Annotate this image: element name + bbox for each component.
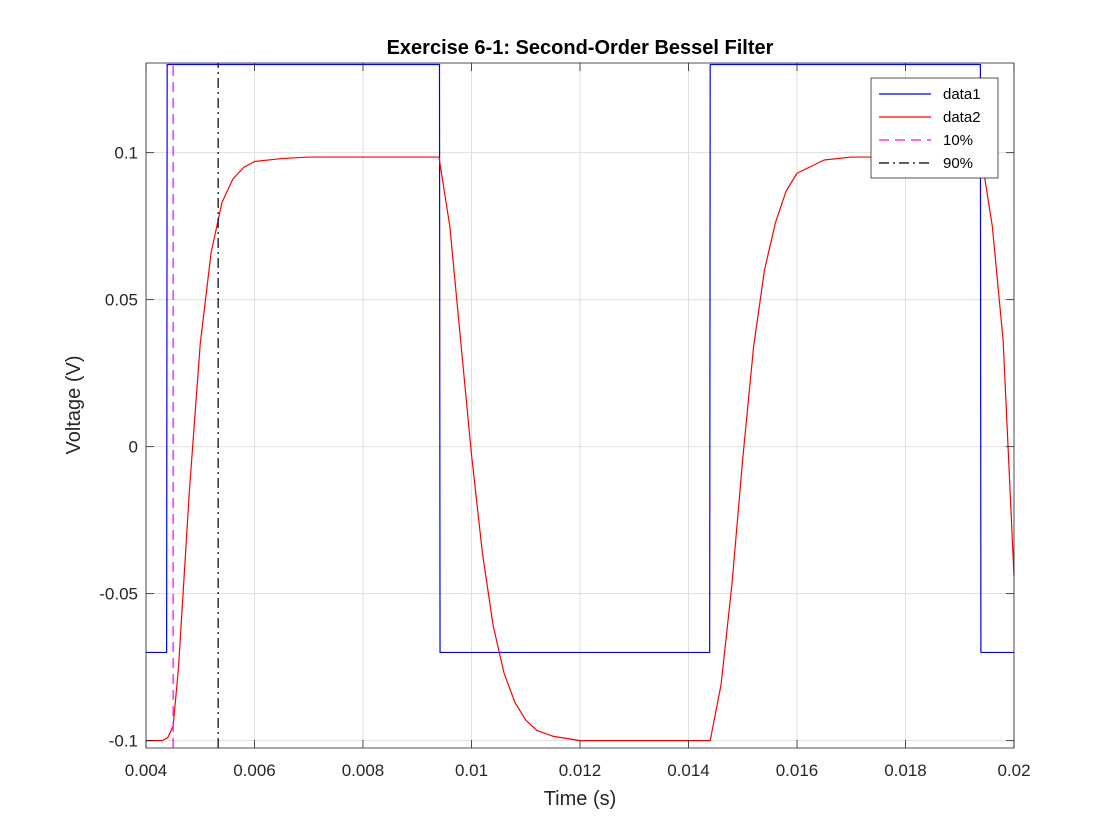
- legend: data1 data2 10% 90%: [870, 77, 999, 179]
- y-tick-label: 0.05: [105, 291, 138, 310]
- x-tick-label: 0.02: [997, 761, 1030, 780]
- y-tick-label: -0.05: [99, 585, 138, 604]
- legend-label: 10%: [943, 132, 973, 149]
- y-tick-label: 0.1: [114, 144, 138, 163]
- legend-label: data1: [943, 86, 981, 103]
- x-tick-label: 0.012: [559, 761, 602, 780]
- x-tick-label: 0.016: [776, 761, 819, 780]
- x-tick-label: 0.018: [884, 761, 927, 780]
- series-line-1: [146, 63, 1014, 654]
- grid-lines: [145, 63, 1015, 748]
- y-tick-label: 0: [129, 438, 138, 457]
- legend-label: data2: [943, 109, 981, 126]
- chart-title: Exercise 6-1: Second-Order Bessel Filter: [387, 37, 774, 59]
- y-tick-label: -0.1: [109, 732, 138, 751]
- x-tick-label: 0.004: [125, 761, 168, 780]
- x-tick-label: 0.01: [455, 761, 488, 780]
- x-tick-label: 0.008: [342, 761, 385, 780]
- x-axis-label: Time (s): [544, 788, 617, 810]
- y-axis-label: Voltage (V): [63, 356, 85, 455]
- x-tick-label: 0.014: [667, 761, 710, 780]
- legend-label: 90%: [943, 155, 973, 172]
- plot-series: [146, 63, 1015, 748]
- legend-box: [870, 77, 999, 179]
- series-line-2: [146, 156, 1015, 742]
- x-tick-label: 0.006: [233, 761, 276, 780]
- axis-ticks: 0.004 0.006 0.008 0.01 0.012 0.014 0.016 0.018 0…: [99, 63, 1031, 780]
